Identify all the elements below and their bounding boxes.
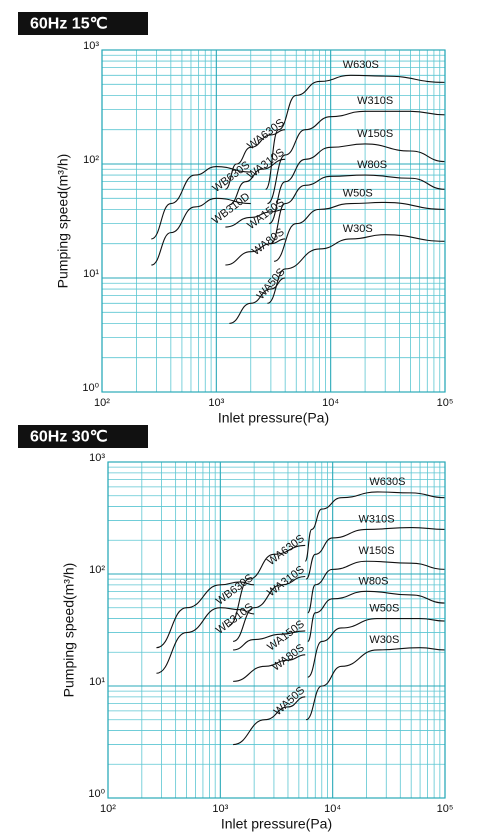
curve <box>305 526 446 580</box>
curve-label: W630S <box>369 476 405 488</box>
curve <box>273 201 446 262</box>
x-tick-label: 10² <box>94 397 110 409</box>
y-axis-label: Pumping speed(m³/h) <box>61 563 77 698</box>
title-box <box>18 12 148 35</box>
x-tick-label: 10⁴ <box>322 397 339 409</box>
y-tick-label: 10⁰ <box>88 788 105 800</box>
curve-label: W630S <box>343 59 379 71</box>
chart-title: 60Hz 15℃ <box>30 16 108 33</box>
curve <box>233 630 306 651</box>
curve <box>156 581 255 649</box>
curve-label: W30S <box>369 634 399 646</box>
curve <box>307 618 446 678</box>
y-tick-label: 10³ <box>89 452 105 464</box>
curve-label: W50S <box>369 602 399 614</box>
curve-label: WA630S <box>265 533 307 568</box>
curve-label: W30S <box>343 223 373 235</box>
curve-label: WA310S <box>265 564 307 599</box>
curve-label: W80S <box>357 159 387 171</box>
y-tick-label: 10¹ <box>83 268 99 280</box>
y-tick-label: 10⁰ <box>82 382 99 394</box>
curve <box>229 158 286 206</box>
curve-label: WA50S <box>272 684 307 718</box>
chart-title: 60Hz 30℃ <box>30 429 108 446</box>
curve <box>156 607 255 674</box>
title-box <box>18 425 148 448</box>
y-tick-label: 10² <box>89 564 105 576</box>
curve <box>229 277 286 324</box>
x-tick-label: 10⁵ <box>437 803 454 815</box>
curve <box>265 74 446 190</box>
curve-label: W310S <box>358 513 394 525</box>
curve <box>151 197 251 266</box>
curve-label: W150S <box>357 128 393 140</box>
x-tick-label: 10⁴ <box>324 803 341 815</box>
curve-label: W310S <box>357 95 393 107</box>
curve <box>225 208 286 228</box>
curve-label: W80S <box>358 575 388 587</box>
plot-frame <box>107 461 446 799</box>
curve-label: W150S <box>358 545 394 557</box>
curve <box>307 560 446 614</box>
y-tick-label: 10² <box>83 154 99 166</box>
curve <box>233 654 306 682</box>
y-tick-label: 10³ <box>83 40 99 52</box>
curve <box>305 647 446 721</box>
curve <box>151 165 251 240</box>
curve <box>268 143 446 225</box>
curve <box>270 174 446 245</box>
x-axis-label: Inlet pressure(Pa) <box>221 816 332 832</box>
x-tick-label: 10² <box>100 803 116 815</box>
plot-frame <box>101 49 446 393</box>
x-axis-label: Inlet pressure(Pa) <box>218 410 329 426</box>
curve-label: W50S <box>343 187 373 199</box>
curve <box>304 491 446 562</box>
curve <box>225 238 286 266</box>
curve <box>232 575 306 642</box>
curve <box>267 110 446 205</box>
curve <box>233 696 306 746</box>
curve-label: WA630S <box>245 117 287 152</box>
x-tick-label: 10³ <box>212 803 228 815</box>
curve <box>307 590 446 642</box>
y-axis-label: Pumping speed(m³/h) <box>55 154 71 289</box>
x-tick-label: 10³ <box>208 397 224 409</box>
x-tick-label: 10⁵ <box>437 397 454 409</box>
curve <box>267 234 446 304</box>
y-tick-label: 10¹ <box>89 676 105 688</box>
curve <box>228 544 306 626</box>
